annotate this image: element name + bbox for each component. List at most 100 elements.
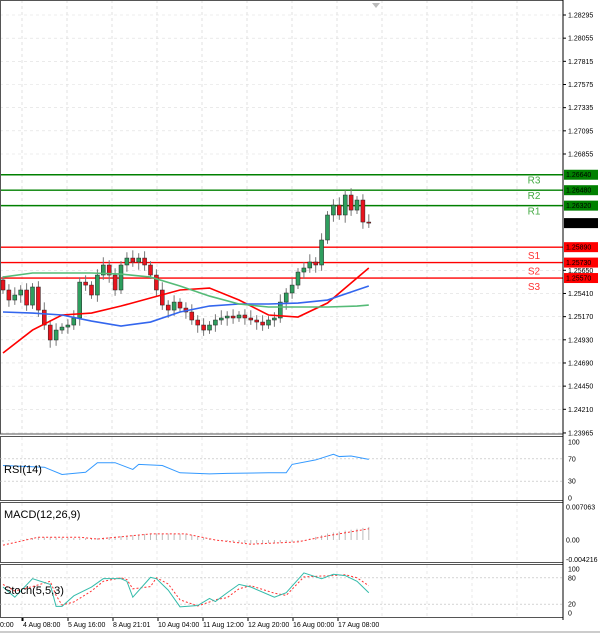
bear-candle	[337, 204, 342, 216]
bear-candle	[313, 261, 318, 266]
price-level-box	[564, 257, 598, 268]
time-tick-label: 11 Aug 12:00	[203, 622, 244, 629]
bull-candle	[53, 329, 59, 341]
price-tick-label: 1.27815	[568, 59, 593, 66]
rsi-label: RSI(14)	[4, 464, 42, 476]
price-level-label: 1.26320	[566, 203, 591, 210]
stoch-tick-label: 0	[568, 611, 572, 618]
bull-candle	[224, 315, 230, 319]
rsi-line	[2, 453, 369, 475]
bull-candle	[18, 289, 23, 296]
bull-candle	[272, 317, 277, 321]
macd-label: MACD(12,26,9)	[4, 509, 80, 521]
price-tick-label: 1.26855	[568, 151, 593, 158]
price-tick-label: 1.24930	[568, 337, 593, 344]
panel-frame	[0, 502, 564, 563]
bull-candle	[266, 319, 271, 326]
bull-candle	[65, 324, 71, 328]
bear-candle	[242, 314, 248, 319]
bull-candle	[59, 326, 65, 331]
bear-candle	[165, 304, 171, 311]
price-tick-label: 1.25170	[568, 314, 593, 321]
moving-average-line	[2, 285, 370, 327]
bear-candle	[201, 324, 206, 331]
bear-candle	[360, 199, 366, 223]
bear-candle	[24, 289, 29, 306]
price-tick-label: 1.27575	[568, 82, 593, 89]
bull-candle	[95, 274, 100, 296]
bull-candle	[342, 194, 348, 216]
price-tick-label: 1.27095	[568, 128, 593, 135]
bull-candle	[278, 301, 283, 319]
macd-signal-line	[2, 528, 369, 546]
bear-candle	[160, 289, 165, 306]
bull-candle	[30, 286, 35, 306]
bear-candle	[177, 301, 183, 309]
bull-candle	[331, 204, 336, 216]
bull-candle	[236, 314, 242, 319]
time-tick-label: 4 Aug 08:00	[23, 622, 60, 629]
price-tick-label: 1.24690	[568, 360, 593, 367]
chart-shift-marker-icon	[372, 3, 380, 8]
time-tick-label: 8 Aug 21:01	[113, 622, 150, 629]
price-tick-label: 1.25410	[568, 291, 593, 298]
macd-tick-label: 0.00	[566, 538, 580, 545]
price-tick-label: 1.23965	[568, 430, 593, 437]
bear-candle	[230, 315, 236, 319]
price-tick-label: 1.24450	[568, 384, 593, 391]
macd-tick-label: 0.007063	[566, 504, 595, 511]
bull-candle	[213, 319, 218, 326]
bear-candle	[189, 311, 195, 321]
bear-candle	[260, 321, 265, 326]
price-tick-label: 1.28055	[568, 36, 593, 43]
price-level-box	[564, 242, 598, 253]
current-price-label: 1.26139	[566, 221, 591, 228]
bull-candle	[283, 292, 289, 303]
price-tick-label: 1.25650	[568, 268, 593, 275]
stoch-tick-label: 20	[568, 602, 576, 609]
bull-candle	[136, 257, 141, 263]
bull-candle	[77, 281, 82, 319]
rsi-tick-label: 0	[568, 496, 572, 503]
stoch-tick-label: 80	[568, 575, 576, 582]
current-price-box	[564, 218, 598, 229]
time-tick-label: 5 Aug 16:00	[68, 622, 105, 629]
moving-average-line	[2, 267, 370, 354]
pivot-label-r3: R3	[528, 176, 541, 187]
time-tick-label: 0:00	[0, 622, 14, 629]
stoch-main-line	[2, 572, 370, 608]
rsi-tick-label: 100	[568, 440, 580, 447]
bear-candle	[6, 289, 12, 301]
price-level-box	[564, 169, 598, 180]
price-tick-label: 1.28295	[568, 13, 593, 20]
bull-candle	[219, 317, 224, 321]
bear-candle	[89, 284, 94, 296]
pivot-label-s2: S2	[528, 267, 541, 278]
pivot-label-r1: R1	[528, 207, 541, 218]
bear-candle	[42, 309, 47, 326]
price-level-label: 1.25730	[566, 260, 591, 267]
bull-candle	[325, 214, 330, 241]
bull-candle	[12, 294, 18, 301]
bear-candle	[195, 319, 200, 326]
bull-candle	[289, 284, 295, 294]
rsi-tick-label: 70	[568, 456, 576, 463]
bear-candle	[348, 194, 354, 211]
price-level-label: 1.25890	[566, 245, 591, 252]
bull-candle	[118, 264, 124, 291]
bear-candle	[366, 221, 372, 224]
rsi-tick-label: 30	[568, 479, 576, 486]
macd-tick-label: -0.004216	[566, 557, 598, 564]
panel-frame	[0, 564, 564, 618]
panel-frame	[0, 0, 564, 435]
bear-candle	[154, 274, 159, 291]
bear-candle	[148, 264, 153, 276]
price-level-box	[564, 185, 598, 196]
time-tick-label: 10 Aug 04:00	[158, 622, 199, 629]
bear-candle	[142, 257, 147, 266]
price-level-label: 1.25570	[566, 276, 591, 283]
price-tick-label: 1.27335	[568, 105, 593, 112]
price-tick-label: 1.24210	[568, 407, 593, 414]
bull-candle	[295, 271, 301, 286]
